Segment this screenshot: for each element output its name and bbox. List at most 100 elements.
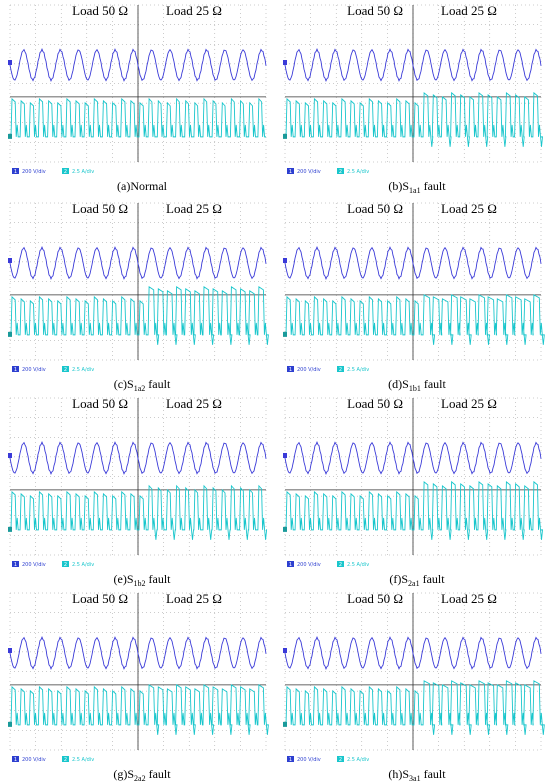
ch1-scale: 200 V/div (297, 757, 321, 763)
load-label: Load 50 Ω (347, 591, 403, 606)
ch2-marker (283, 526, 287, 532)
caption-label: (g)S (113, 767, 134, 781)
ch2-scale: 2.5 A/div (347, 562, 369, 568)
ch2-badge (337, 756, 344, 762)
caption: (h)S3a1 fault (388, 767, 446, 783)
ch1-marker (8, 648, 12, 653)
caption-label: (c)S (114, 377, 134, 391)
ch2-scale: 2.5 A/div (72, 367, 94, 373)
caption-subscript: 3a1 (409, 774, 421, 783)
ch1-badge (287, 756, 294, 762)
voltage-trace (284, 636, 542, 670)
current-trace (10, 286, 269, 345)
load-label: Load 50 Ω (72, 201, 128, 216)
load-label: Load 50 Ω (347, 3, 403, 18)
ch1-scale: 200 V/div (297, 169, 321, 175)
current-trace (285, 91, 543, 147)
ch1-badge (287, 168, 294, 174)
caption-subscript: 2a1 (408, 579, 420, 588)
ch2-marker (283, 133, 287, 139)
ch2-marker (8, 331, 12, 337)
ch1-badge (12, 168, 19, 174)
caption-subscript: 1b1 (409, 384, 421, 393)
ch1-number: 1 (289, 757, 292, 763)
ch2-badge (337, 366, 344, 372)
caption: (a)Normal (117, 179, 168, 193)
caption-label: (d)S (388, 377, 409, 391)
ch1-badge (12, 756, 19, 762)
ch1-badge (287, 561, 294, 567)
current-trace (10, 97, 266, 138)
load-label: Load 25 Ω (166, 591, 222, 606)
caption: (f)S2a1 fault (389, 572, 445, 588)
load-label: Load 25 Ω (441, 3, 497, 18)
caption: (d)S1b1 fault (388, 377, 446, 393)
voltage-trace (284, 441, 542, 475)
ch2-number: 2 (64, 169, 67, 175)
current-trace (285, 480, 543, 540)
ch2-badge (62, 366, 69, 372)
caption-suffix: fault (421, 767, 447, 781)
current-trace (10, 684, 269, 735)
ch1-number: 1 (289, 562, 292, 568)
load-label: Load 50 Ω (72, 3, 128, 18)
ch1-badge (12, 366, 19, 372)
ch2-badge (62, 168, 69, 174)
ch2-scale: 2.5 A/div (347, 169, 369, 175)
current-trace (285, 294, 545, 345)
ch1-scale: 200 V/div (22, 169, 46, 175)
voltage-trace (9, 246, 267, 280)
ch1-marker (8, 258, 12, 263)
ch2-badge (337, 561, 344, 567)
ch2-badge (62, 561, 69, 567)
current-trace (285, 680, 545, 735)
ch1-number: 1 (289, 367, 292, 373)
ch2-badge (337, 168, 344, 174)
caption-subscript: 1a1 (409, 186, 421, 195)
ch2-number: 2 (339, 757, 342, 763)
caption: (e)S1b2 fault (114, 572, 172, 588)
ch2-number: 2 (339, 169, 342, 175)
scope-panel: Load 50 Ω Load 25 Ω 1 200 V/div 2 2.5 A/div (a… (8, 3, 267, 193)
ch2-number: 2 (64, 757, 67, 763)
scope-panel: Load 50 Ω Load 25 Ω 1 200 V/div 2 2.5 A/div (g… (8, 591, 269, 783)
ch1-scale: 200 V/div (297, 367, 321, 373)
caption-suffix: fault (420, 572, 446, 586)
ch1-marker (283, 60, 287, 65)
ch1-badge (12, 561, 19, 567)
voltage-trace (9, 636, 267, 670)
scope-panel: Load 50 Ω Load 25 Ω 1 200 V/div 2 2.5 A/div (b… (283, 3, 543, 195)
ch1-number: 1 (289, 169, 292, 175)
ch1-badge (287, 366, 294, 372)
ch2-number: 2 (339, 367, 342, 373)
ch1-number: 1 (14, 367, 17, 373)
scope-panel: Load 50 Ω Load 25 Ω 1 200 V/div 2 2.5 A/div (f… (283, 396, 543, 588)
ch2-number: 2 (339, 562, 342, 568)
caption-label: (a)Normal (117, 179, 168, 193)
ch2-scale: 2.5 A/div (72, 757, 94, 763)
ch2-marker (283, 331, 287, 337)
ch2-badge (62, 756, 69, 762)
caption-suffix: fault (421, 179, 447, 193)
load-label: Load 25 Ω (166, 3, 222, 18)
caption-label: (b)S (388, 179, 409, 193)
caption-subscript: 2a2 (134, 774, 146, 783)
scope-panel: Load 50 Ω Load 25 Ω 1 200 V/div 2 2.5 A/div (c… (8, 201, 269, 393)
ch1-marker (283, 258, 287, 263)
caption-label: (e)S (114, 572, 134, 586)
load-label: Load 25 Ω (441, 201, 497, 216)
ch2-scale: 2.5 A/div (72, 169, 94, 175)
ch1-marker (283, 453, 287, 458)
voltage-trace (284, 246, 542, 280)
ch2-marker (8, 721, 12, 727)
ch2-marker (8, 133, 12, 139)
ch1-number: 1 (14, 757, 17, 763)
caption-suffix: fault (145, 377, 171, 391)
ch1-marker (283, 648, 287, 653)
caption-suffix: fault (146, 767, 172, 781)
voltage-trace (9, 441, 267, 475)
ch2-marker (8, 526, 12, 532)
caption-label: (h)S (388, 767, 409, 781)
ch2-scale: 2.5 A/div (347, 757, 369, 763)
